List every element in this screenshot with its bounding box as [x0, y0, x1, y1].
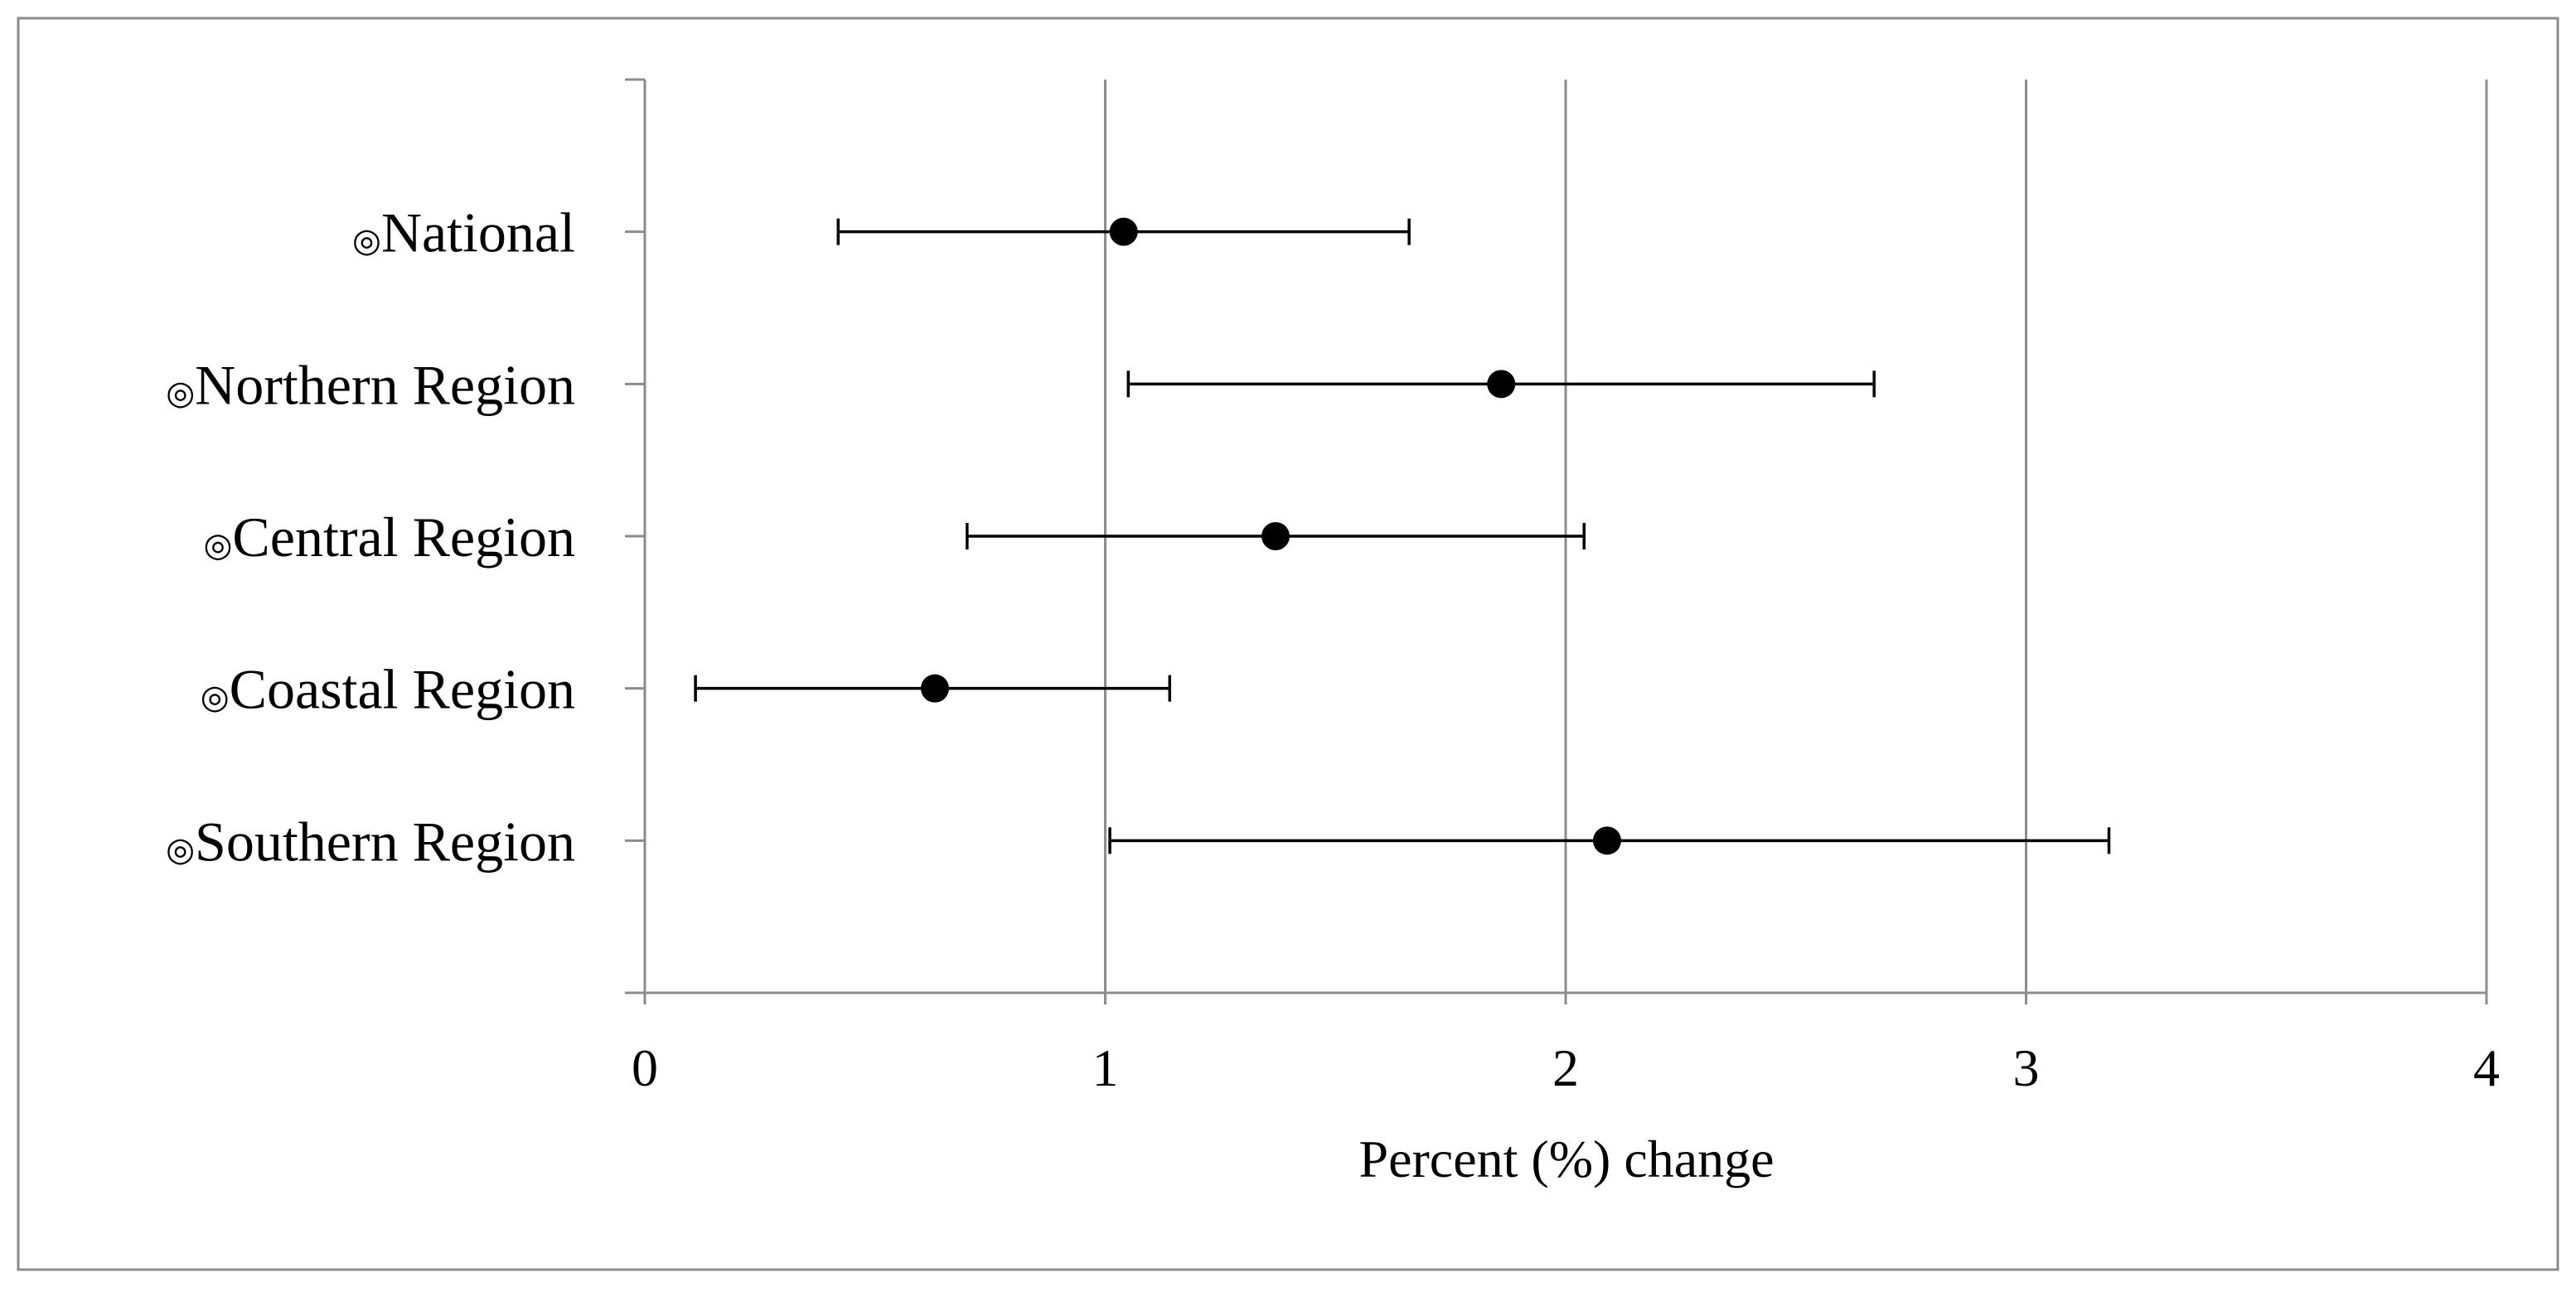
category-label: ◎Southern Region — [166, 810, 575, 873]
category-marker-icon: ◎ — [166, 374, 195, 411]
category-label: ◎Northern Region — [166, 353, 575, 416]
category-label-text: Southern Region — [195, 810, 575, 873]
chart-frame — [17, 17, 2559, 1271]
category-marker-icon: ◎ — [166, 830, 195, 868]
point-estimate — [1592, 826, 1621, 855]
point-estimate — [920, 674, 949, 703]
category-label: ◎Coastal Region — [201, 658, 575, 721]
category-label-text: Coastal Region — [230, 658, 575, 721]
point-estimate — [1261, 522, 1290, 550]
x-tick-label: 3 — [2013, 1038, 2040, 1097]
category-marker-icon: ◎ — [204, 526, 233, 564]
x-axis-title: Percent (%) change — [1358, 1130, 1774, 1188]
x-tick-label: 4 — [2473, 1038, 2500, 1097]
point-estimate — [1487, 370, 1516, 399]
axis-layer: 0 1 2 3 4 — [625, 78, 2500, 1097]
category-label: ◎Central Region — [204, 506, 575, 569]
x-tick-label: 2 — [1552, 1038, 1579, 1097]
category-label-text: National — [381, 201, 575, 264]
category-label-text: Central Region — [232, 506, 575, 569]
category-marker-icon: ◎ — [352, 222, 381, 259]
category-label-text: Northern Region — [195, 353, 575, 416]
x-tick-label: 1 — [1092, 1038, 1119, 1097]
data-layer — [694, 217, 2111, 855]
label-layer: ◎National◎Northern Region◎Central Region… — [166, 201, 575, 873]
x-tick-label: 0 — [632, 1038, 658, 1097]
category-marker-icon: ◎ — [201, 679, 230, 716]
point-estimate — [1109, 217, 1138, 246]
category-label: ◎National — [352, 201, 575, 264]
